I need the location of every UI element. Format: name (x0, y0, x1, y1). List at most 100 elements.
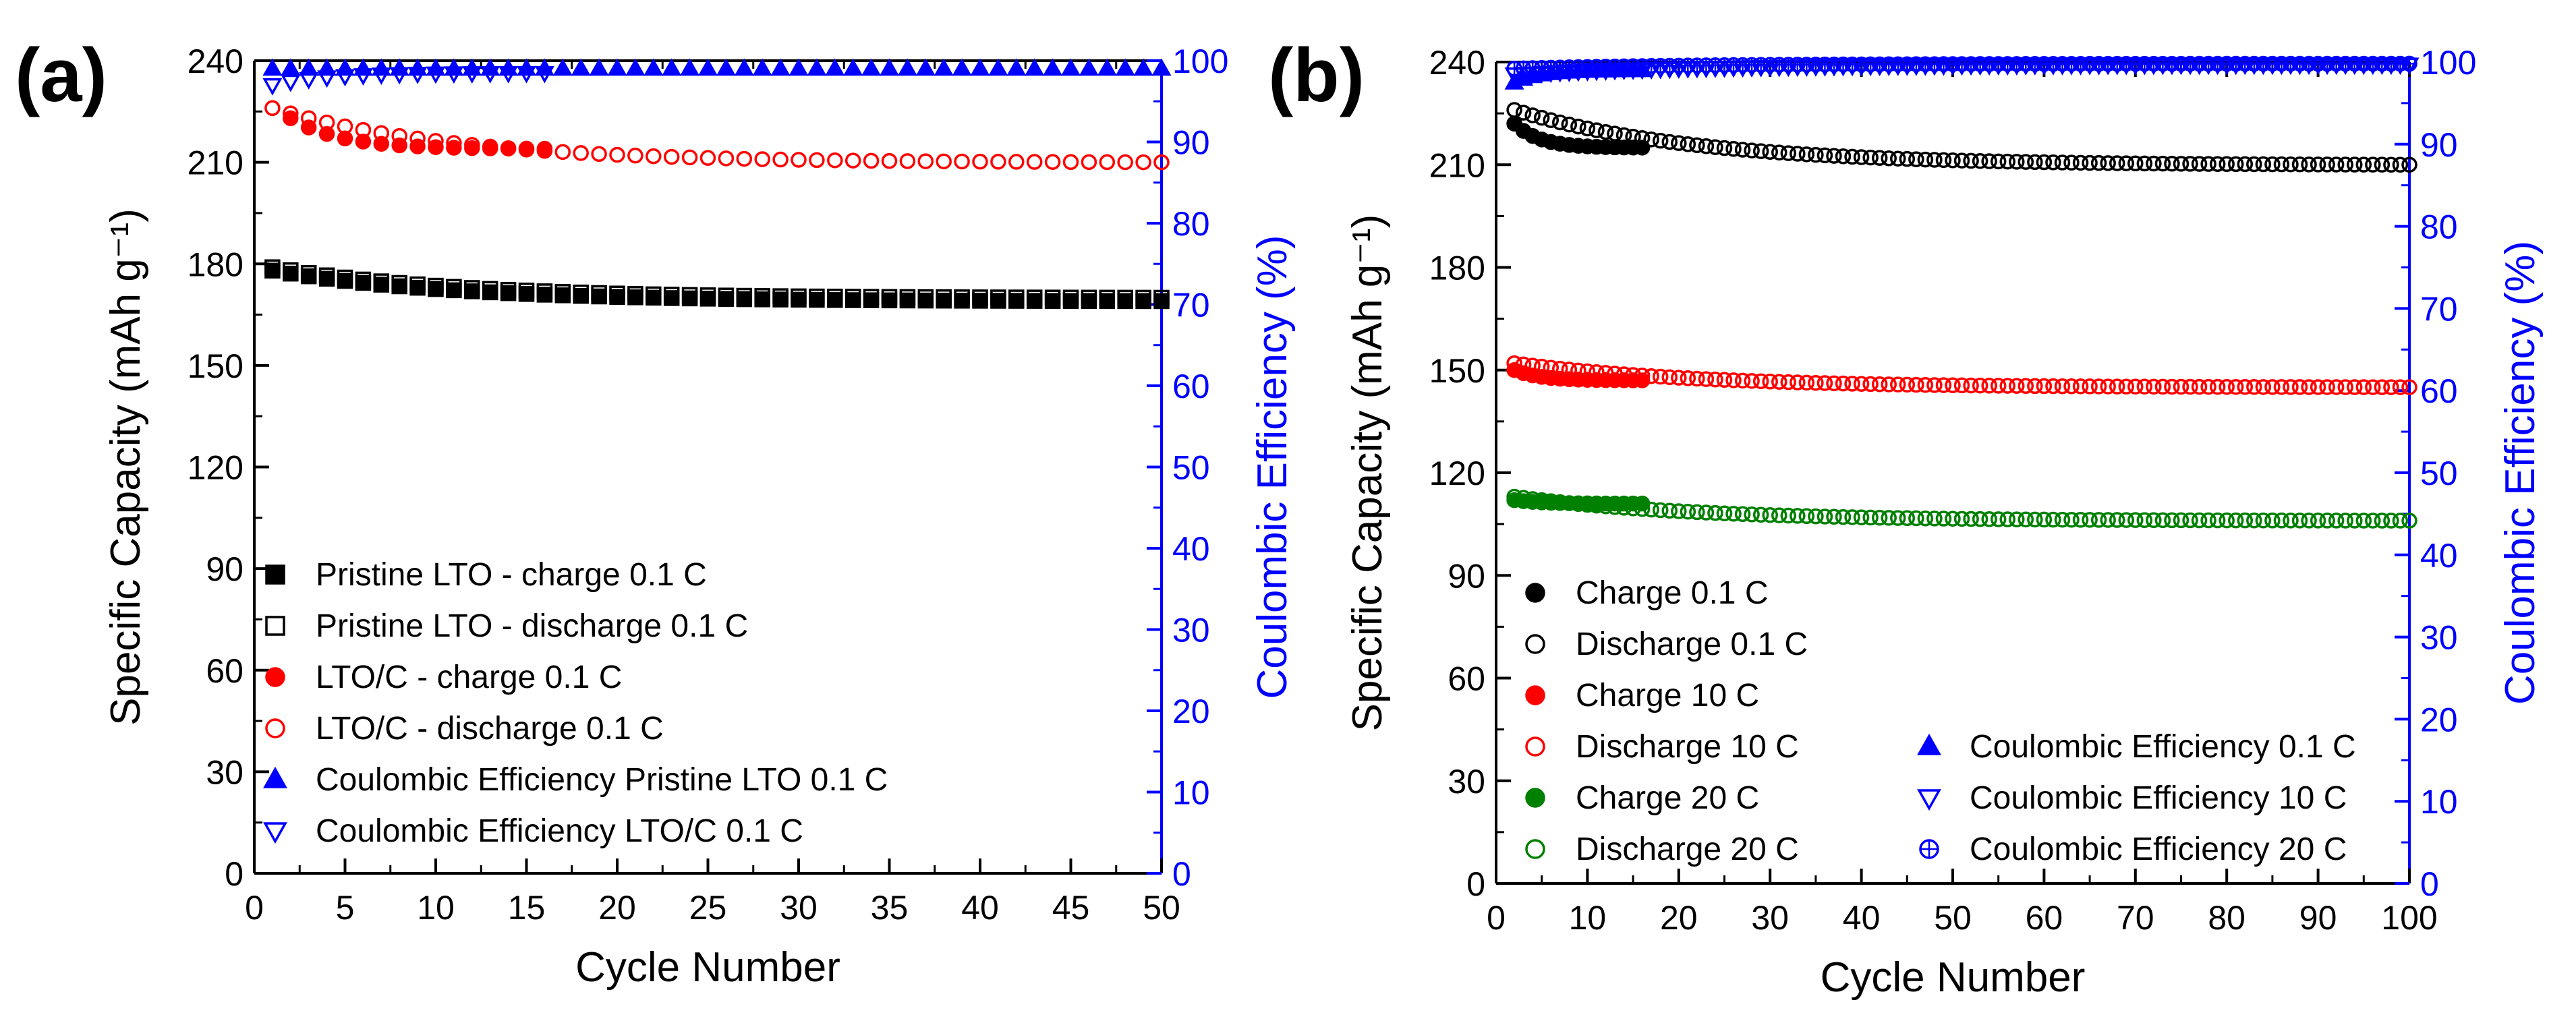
data-point (264, 262, 281, 279)
data-point (573, 288, 589, 304)
data-point (1725, 506, 1742, 522)
data-point (970, 58, 990, 76)
data-point (1963, 377, 1979, 394)
data-point (1643, 368, 1659, 384)
legend-marker (1525, 839, 1545, 859)
data-point (1570, 118, 1586, 135)
data-point (2082, 378, 2098, 395)
x-tick-label: 60 (2026, 899, 2063, 937)
data-point (1899, 510, 1916, 527)
data-point (1963, 511, 1979, 527)
data-point (1771, 374, 1787, 390)
y-tick-label: 60 (206, 652, 244, 690)
data-point (373, 273, 390, 289)
legend-label: Charge 20 C (1576, 780, 1759, 816)
data-point (1744, 142, 1760, 158)
data-point (554, 287, 571, 303)
y-tick-label: 90 (206, 550, 244, 588)
x-tick-label: 50 (1934, 899, 1972, 937)
x-tick-label: 45 (1052, 889, 1090, 927)
y-tick-label: 210 (1429, 146, 1485, 184)
legend-marker (1525, 736, 1545, 757)
y-axis-title: Specific Capacity (mAh g⁻¹) (103, 208, 149, 726)
data-point (1771, 507, 1787, 523)
data-point (1734, 142, 1751, 158)
data-point (718, 287, 735, 303)
data-point (1652, 502, 1669, 519)
data-point (1826, 508, 1842, 525)
legend-marker (1525, 685, 1545, 705)
data-point (2392, 156, 2409, 173)
data-point (772, 151, 789, 168)
data-point (1597, 123, 1614, 140)
data-point (1816, 147, 1833, 164)
data-point (407, 66, 428, 84)
data-point (1117, 289, 1133, 306)
data-point (2154, 155, 2171, 172)
y-tick-label: 90 (1448, 557, 1485, 595)
data-point (2355, 379, 2372, 395)
data-point (426, 66, 446, 84)
data-point (845, 292, 861, 308)
data-point (772, 291, 789, 308)
data-point (2027, 154, 2043, 171)
x-tick-label: 25 (689, 889, 727, 927)
data-point (1816, 508, 1833, 525)
data-point (498, 65, 519, 84)
data-point (1625, 367, 1641, 383)
data-point (934, 58, 954, 76)
data-point (1953, 377, 1970, 394)
data-point (2255, 156, 2272, 173)
data-point (1890, 510, 1906, 526)
data-point (1543, 112, 1559, 128)
data-point (1597, 498, 1614, 515)
data-point (2173, 512, 2189, 529)
data-point (1026, 154, 1043, 170)
data-point (1798, 146, 1815, 163)
data-point (1079, 58, 1099, 76)
series-4 (262, 58, 1172, 76)
data-point (337, 130, 353, 147)
y-tick-label: 210 (188, 144, 244, 182)
data-point (1561, 116, 1578, 133)
y-tick-label: 120 (188, 449, 244, 487)
data-point (880, 58, 899, 76)
data-point (627, 289, 643, 305)
data-point (861, 58, 882, 76)
data-point (1062, 293, 1079, 310)
data-point (1780, 145, 1797, 161)
data-point (827, 289, 843, 305)
y-tick-label: 0 (1466, 865, 1485, 903)
data-point (2209, 156, 2226, 172)
data-point (1752, 506, 1769, 523)
data-point (1926, 152, 1943, 168)
data-point (1680, 136, 1696, 152)
data-point (2154, 378, 2171, 395)
data-point (845, 289, 861, 305)
data-point (300, 264, 317, 281)
data-point (2191, 512, 2208, 529)
y2-tick-label: 90 (1172, 124, 1210, 162)
data-point (2219, 512, 2235, 529)
y-tick-label: 240 (1429, 44, 1485, 82)
legend-label: Coulombic Efficiency LTO/C 0.1 C (316, 813, 803, 849)
data-point (1661, 369, 1678, 386)
data-point (863, 152, 880, 169)
data-point (1153, 293, 1170, 310)
data-point (1643, 501, 1659, 518)
data-point (517, 65, 536, 84)
legend-label: Coulombic Efficiency 0.1 C (1970, 729, 2356, 765)
data-point (1533, 109, 1550, 126)
data-point (1543, 493, 1559, 509)
data-point (1153, 289, 1170, 306)
data-point (1671, 503, 1687, 519)
data-point (373, 136, 390, 152)
data-point (1026, 293, 1043, 309)
data-point (1844, 148, 1860, 165)
data-point (355, 134, 372, 150)
data-point (1135, 154, 1151, 171)
data-point (1579, 496, 1596, 513)
data-point (609, 285, 625, 301)
y2-tick-label: 20 (2420, 701, 2458, 738)
data-point (736, 150, 753, 167)
